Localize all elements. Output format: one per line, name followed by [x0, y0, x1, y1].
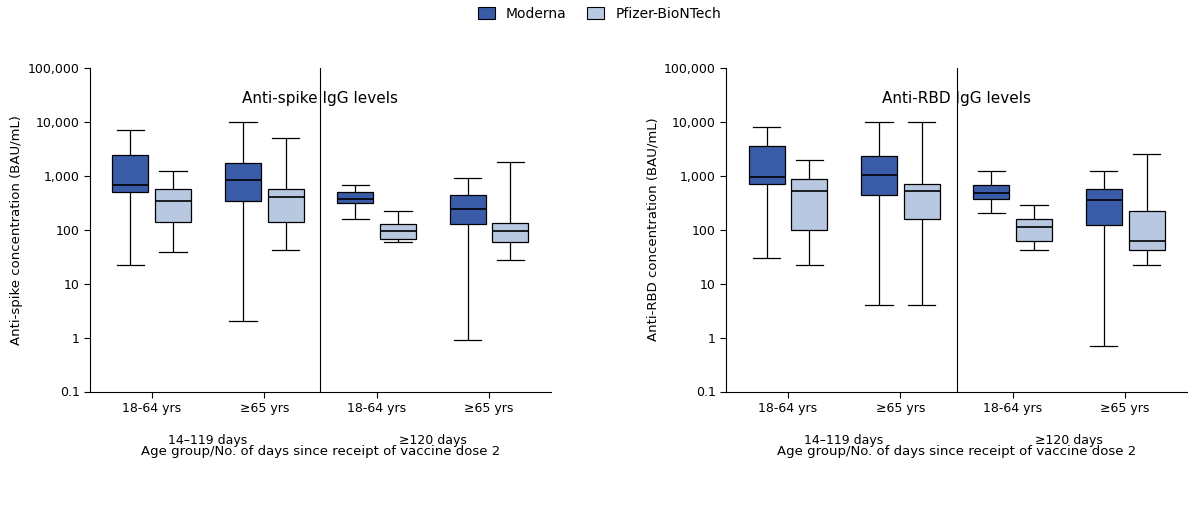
- Text: ≥120 days: ≥120 days: [399, 434, 466, 447]
- Text: Anti-RBD IgG levels: Anti-RBD IgG levels: [882, 90, 1031, 105]
- Text: 14–119 days: 14–119 days: [805, 434, 884, 447]
- Legend: Moderna, Pfizer-BioNTech: Moderna, Pfizer-BioNTech: [478, 7, 721, 21]
- Y-axis label: Anti-RBD concentration (BAU/mL): Anti-RBD concentration (BAU/mL): [646, 118, 659, 341]
- Bar: [974, 185, 1010, 199]
- Bar: [493, 223, 529, 242]
- X-axis label: Age group/No. of days since receipt of vaccine dose 2: Age group/No. of days since receipt of v…: [777, 445, 1137, 458]
- Bar: [1128, 211, 1164, 250]
- Bar: [904, 184, 940, 219]
- Bar: [380, 223, 416, 239]
- Bar: [337, 193, 373, 203]
- Bar: [450, 195, 486, 223]
- Bar: [113, 155, 149, 192]
- X-axis label: Age group/No. of days since receipt of vaccine dose 2: Age group/No. of days since receipt of v…: [140, 445, 500, 458]
- Bar: [791, 179, 827, 230]
- Bar: [225, 163, 261, 201]
- Text: Anti-spike IgG levels: Anti-spike IgG levels: [242, 90, 398, 105]
- Text: 14–119 days: 14–119 days: [168, 434, 248, 447]
- Bar: [267, 189, 303, 222]
- Y-axis label: Anti-spike concentration (BAU/mL): Anti-spike concentration (BAU/mL): [11, 115, 24, 345]
- Bar: [155, 188, 191, 222]
- Text: ≥120 days: ≥120 days: [1035, 434, 1103, 447]
- Bar: [1016, 219, 1052, 241]
- Bar: [861, 156, 897, 195]
- Bar: [748, 146, 784, 184]
- Bar: [1086, 189, 1122, 226]
